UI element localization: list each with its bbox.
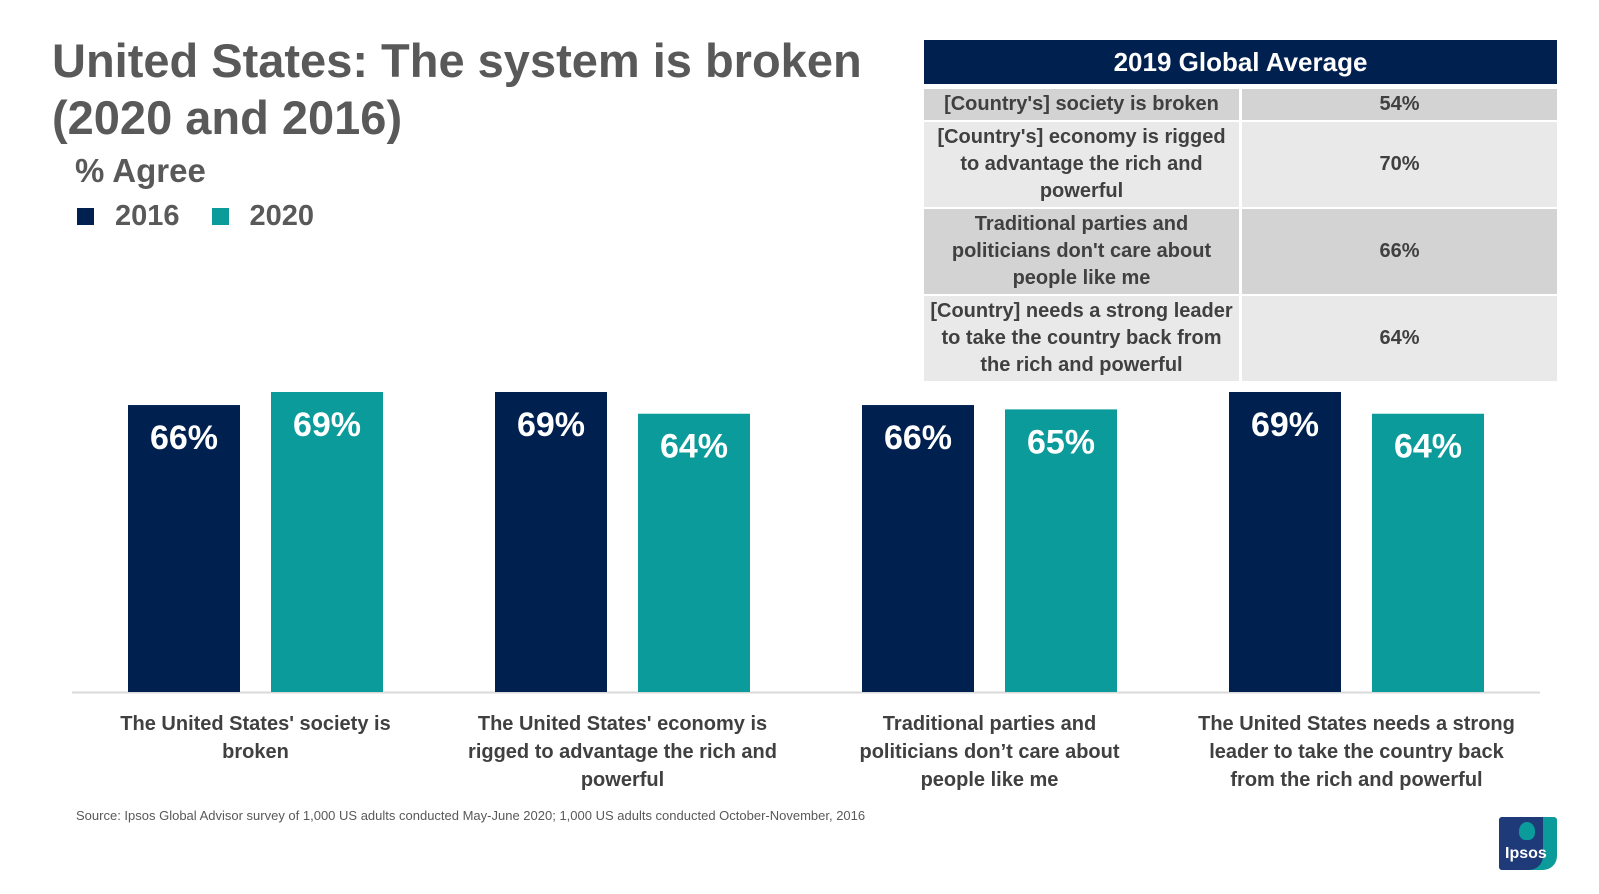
row-value: 64%: [1239, 294, 1557, 381]
legend-swatch-2016: [77, 208, 94, 225]
category-label-0: The United States' society is broken: [120, 713, 390, 763]
bar-2020-1: [638, 413, 750, 692]
bar-label-2020-2: 65%: [1027, 423, 1095, 461]
row-label: [Country's] society is broken: [924, 86, 1241, 121]
bar-label-2020-3: 64%: [1394, 428, 1462, 466]
row-label: Traditional parties and politicians don'…: [924, 207, 1241, 295]
legend-label-2020: 2020: [249, 200, 315, 232]
bar-2016-1: [495, 392, 607, 692]
bar-2020-0: [271, 392, 383, 692]
row-value: 70%: [1239, 120, 1557, 208]
bar-label-2020-0: 69%: [293, 406, 361, 444]
row-label: [Country's] economy is rigged to advanta…: [924, 120, 1241, 208]
bar-2020-3: [1372, 413, 1484, 692]
bar-2016-0: [128, 405, 240, 692]
source-note: Source: Ipsos Global Advisor survey of 1…: [76, 808, 866, 823]
bar-label-2020-1: 64%: [660, 428, 728, 466]
legend-item-2016: 2016: [77, 200, 180, 233]
bar-label-2016-1: 69%: [517, 406, 585, 444]
bar-2016-3: [1229, 392, 1341, 692]
ipsos-logo: Ipsos: [1499, 817, 1557, 870]
global-average-table: 2019 Global Average [Country's] society …: [924, 40, 1557, 381]
row-value: 66%: [1239, 207, 1557, 295]
bar-label-2016-3: 69%: [1251, 406, 1319, 444]
table-row: [Country's] society is broken 54%: [924, 86, 1557, 121]
bar-label-2016-0: 66%: [150, 419, 218, 457]
bar-chart: 66% 69% The United States' society is broke…: [72, 392, 1540, 791]
chart-legend: 2016 2020: [77, 200, 346, 233]
row-value: 54%: [1239, 86, 1557, 121]
category-label-1: The United States' economy is rigged to a…: [468, 713, 777, 791]
category-label-2: Traditional parties and politicians don’t…: [859, 713, 1119, 791]
row-label: [Country] needs a strong leader to take …: [924, 294, 1241, 381]
page-title: United States: The system is broken (202…: [52, 34, 862, 144]
legend-swatch-2020: [211, 208, 229, 225]
table-row: [Country's] economy is rigged to advanta…: [924, 120, 1557, 208]
table-row: [Country] needs a strong leader to take …: [924, 294, 1557, 381]
legend-label-2016: 2016: [115, 200, 180, 232]
chart-subtitle: % Agree: [75, 152, 206, 189]
bar-label-2016-2: 66%: [884, 419, 952, 457]
legend-item-2020: 2020: [211, 200, 315, 233]
category-label-3: The United States needs a strong leader t…: [1198, 713, 1515, 791]
bar-2016-2: [862, 405, 974, 692]
table-row: Traditional parties and politicians don'…: [924, 207, 1557, 295]
global-average-header: 2019 Global Average: [924, 40, 1557, 89]
logo-text: Ipsos: [1505, 845, 1547, 862]
bar-2020-2: [1005, 409, 1117, 692]
logo-head-icon: [1519, 822, 1535, 840]
